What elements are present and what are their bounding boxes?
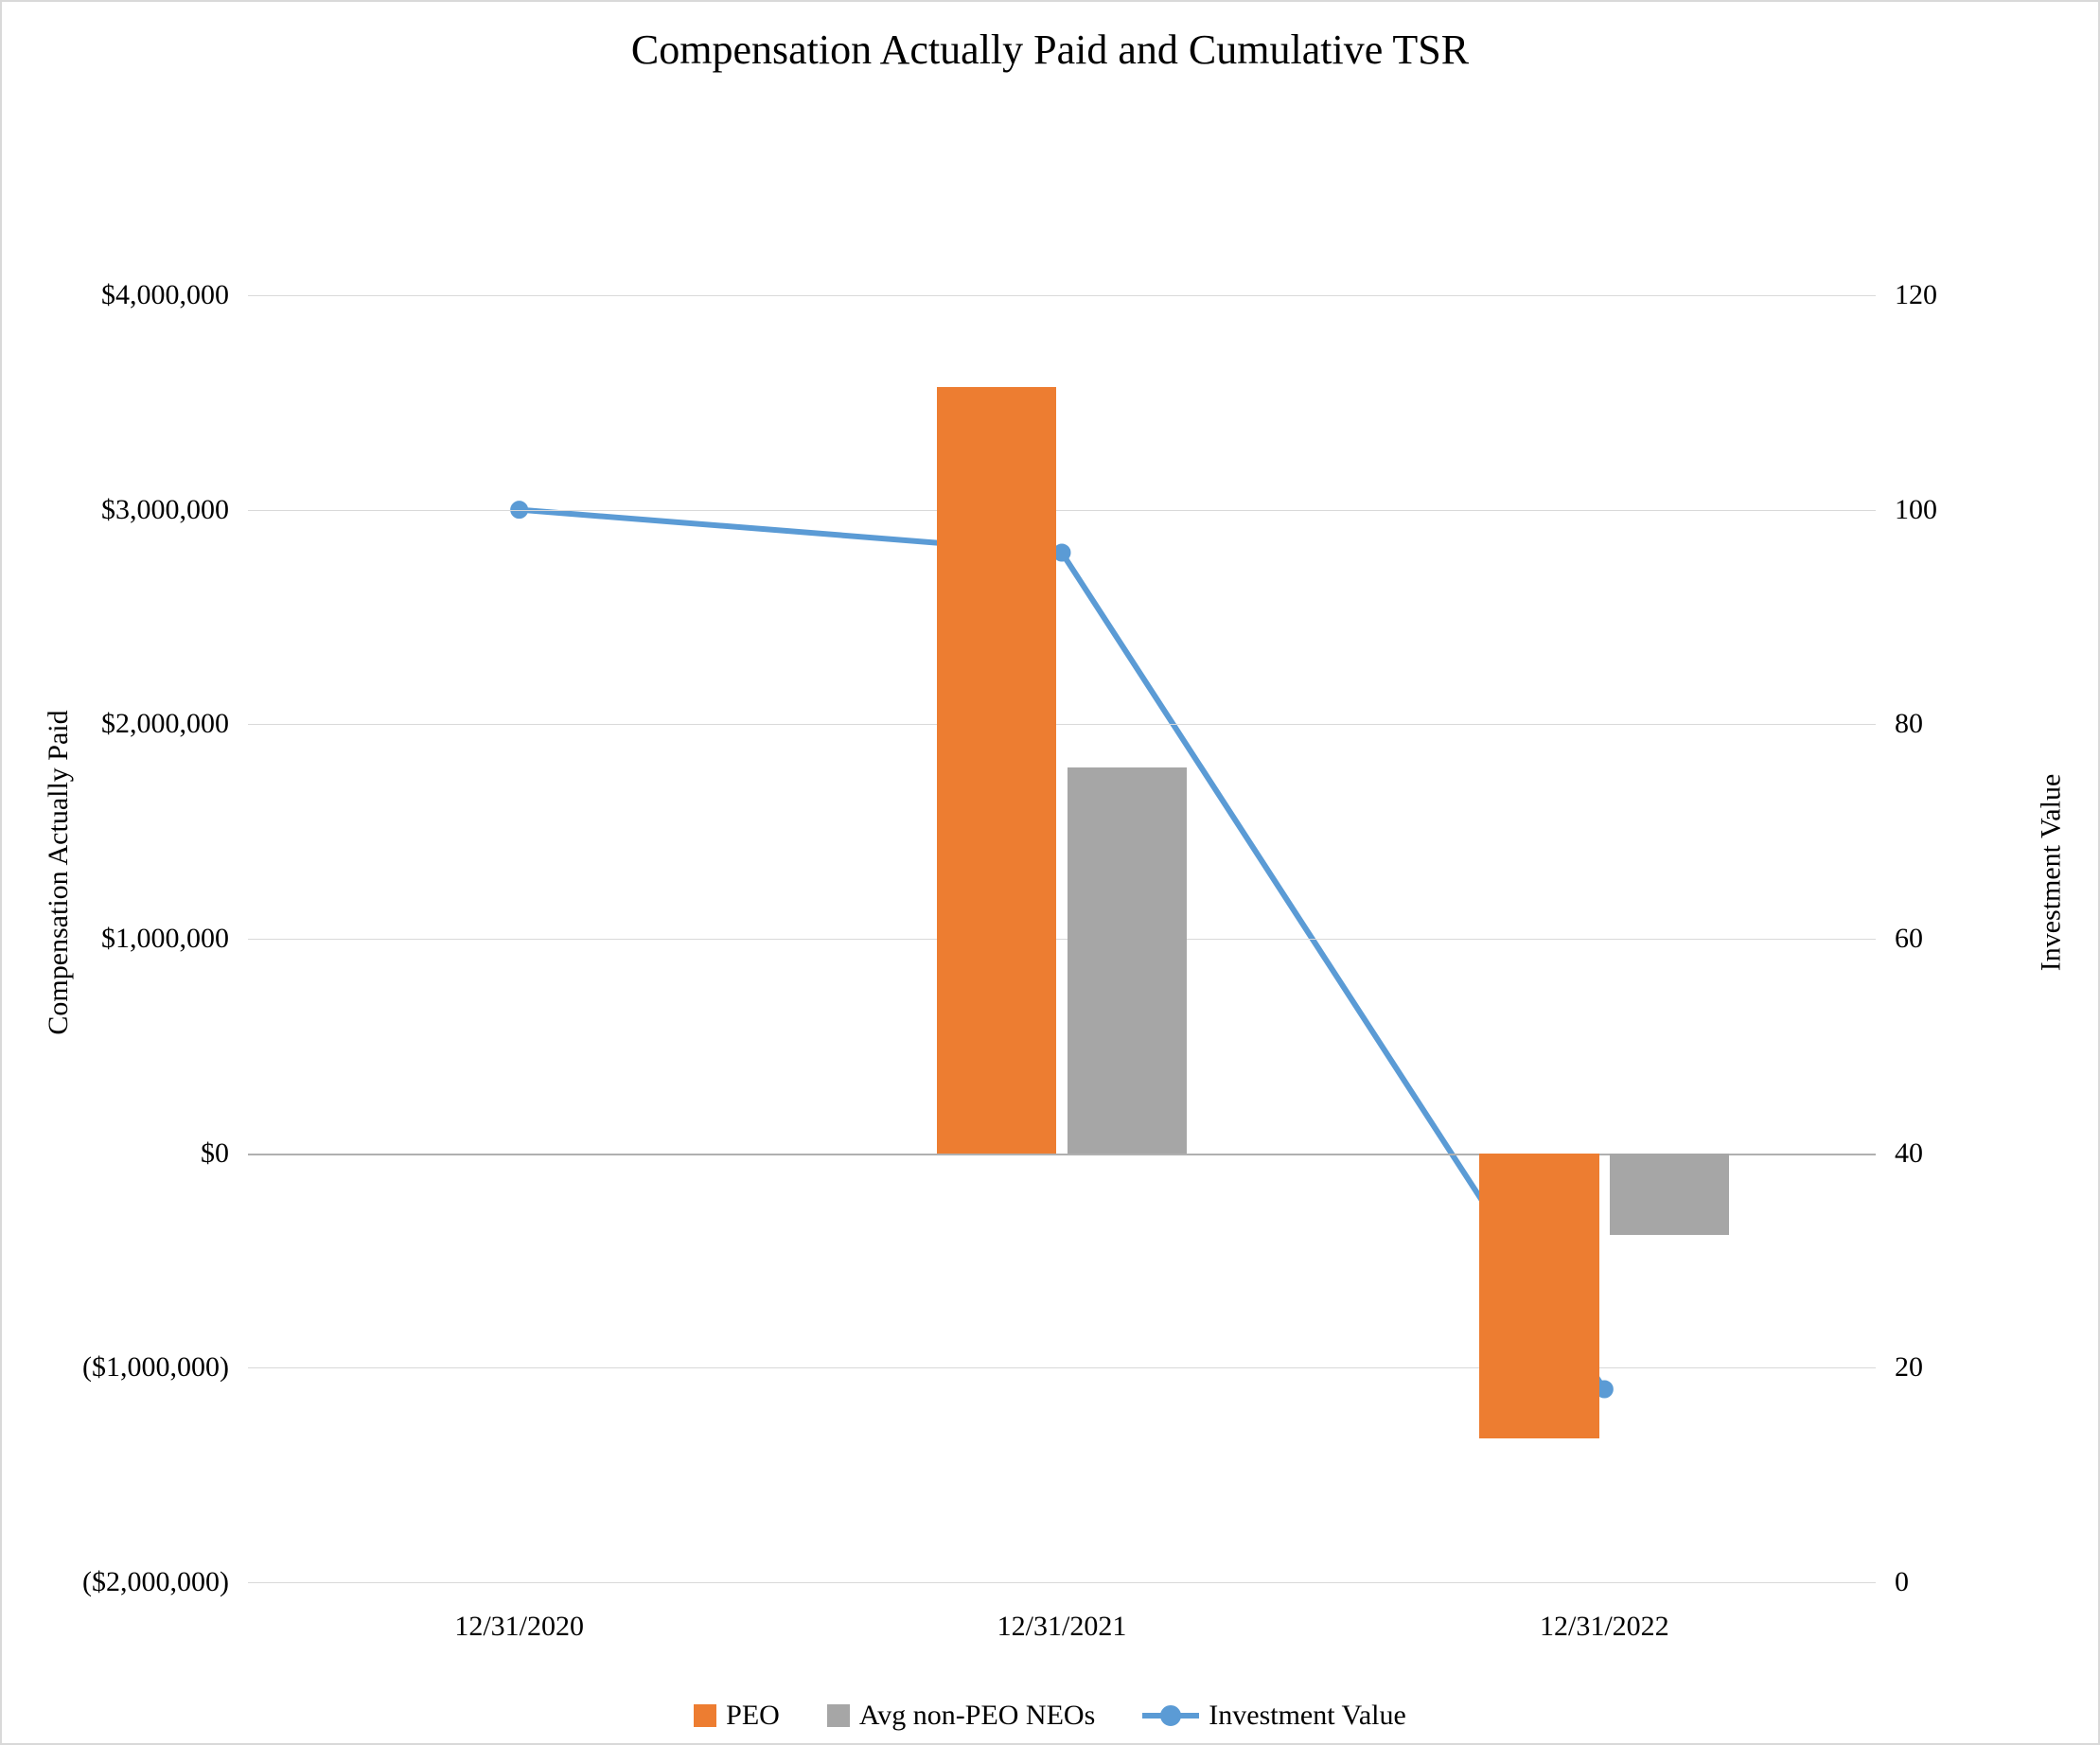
- legend-swatch-avg: [827, 1704, 850, 1727]
- y-left-axis-title: Compensation Actually Paid: [43, 710, 75, 1034]
- chart-container: Compensation Actually Paid and Cumulativ…: [0, 0, 2100, 1745]
- chart-title: Compensation Actually Paid and Cumulativ…: [2, 26, 2098, 74]
- legend-item-avg: Avg non-PEO NEOs: [827, 1700, 1095, 1732]
- x-tick-label: 12/31/2022: [1540, 1611, 1669, 1643]
- legend-label: PEO: [726, 1700, 780, 1732]
- bar-avg-non-peo-neos: [1068, 767, 1187, 1154]
- gridline: [248, 1367, 1876, 1368]
- y-right-tick-label: 40: [1895, 1137, 1923, 1170]
- line-series: [520, 510, 1605, 1389]
- y-right-axis-title-wrap: Investment Value: [2022, 2, 2079, 1743]
- y-right-tick-label: 80: [1895, 708, 1923, 740]
- bar-peo: [1479, 1154, 1598, 1438]
- y-right-tick-label: 20: [1895, 1351, 1923, 1384]
- y-right-tick-label: 100: [1895, 494, 1937, 526]
- legend: PEO Avg non-PEO NEOs Investment Value: [2, 1700, 2098, 1732]
- gridline: [248, 724, 1876, 725]
- y-right-tick-label: 0: [1895, 1566, 1909, 1598]
- bar-peo: [937, 387, 1056, 1153]
- y-right-tick-label: 120: [1895, 279, 1937, 311]
- plot-area: ($2,000,000)0($1,000,000)20$040$1,000,00…: [248, 295, 1876, 1582]
- legend-swatch-peo: [694, 1704, 716, 1727]
- y-left-tick-label: $2,000,000: [101, 708, 229, 740]
- legend-item-peo: PEO: [694, 1700, 780, 1732]
- gridline: [248, 1582, 1876, 1583]
- legend-swatch-investment: [1142, 1704, 1199, 1727]
- gridline: [248, 939, 1876, 940]
- bar-avg-non-peo-neos: [1610, 1154, 1729, 1235]
- y-left-tick-label: $3,000,000: [101, 494, 229, 526]
- legend-item-investment: Investment Value: [1142, 1700, 1406, 1732]
- y-left-tick-label: $1,000,000: [101, 923, 229, 955]
- y-left-tick-label: $0: [201, 1137, 229, 1170]
- legend-label: Investment Value: [1209, 1700, 1406, 1732]
- gridline: [248, 295, 1876, 296]
- gridline: [248, 510, 1876, 511]
- y-right-axis-title: Investment Value: [2035, 774, 2067, 972]
- x-tick-label: 12/31/2020: [454, 1611, 584, 1643]
- x-tick-label: 12/31/2021: [997, 1611, 1127, 1643]
- y-left-tick-label: ($1,000,000): [82, 1351, 229, 1384]
- y-right-tick-label: 60: [1895, 923, 1923, 955]
- y-left-tick-label: $4,000,000: [101, 279, 229, 311]
- legend-label: Avg non-PEO NEOs: [859, 1700, 1095, 1732]
- y-left-tick-label: ($2,000,000): [82, 1566, 229, 1598]
